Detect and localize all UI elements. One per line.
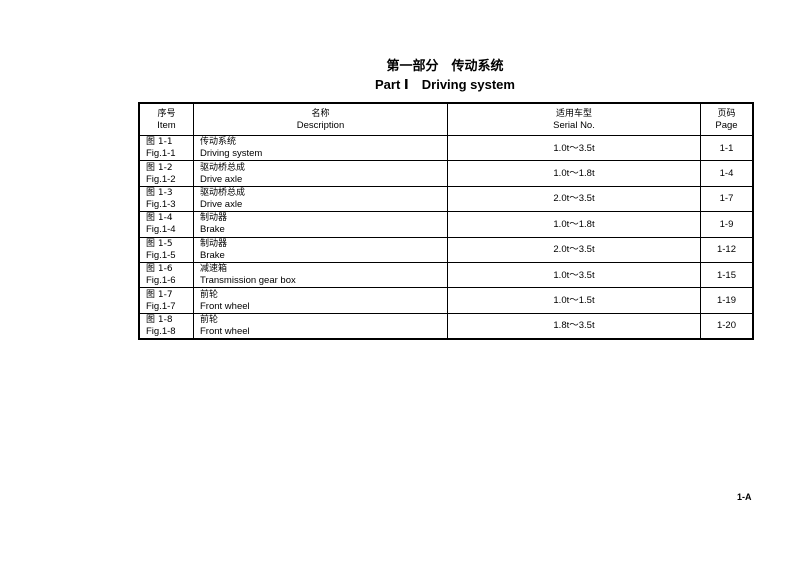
- serial-cell: 1.0t～1.8t: [447, 211, 701, 238]
- table-header-row: 序号 Item 名称 Description 适用车型 Serial No. 页码 Pa…: [138, 102, 754, 136]
- item-cell: 图 1-3 Fig.1-3: [138, 185, 194, 213]
- description-cn: 减速箱: [200, 264, 228, 275]
- header-serial-cn: 适用车型: [555, 108, 592, 119]
- item-cell: 图 1-7 Fig.1-7: [138, 287, 194, 314]
- header-page-en: Page: [715, 119, 738, 131]
- page-cell[interactable]: 1-4: [700, 160, 754, 187]
- serial-cell: 1.0t～1.8t: [447, 160, 701, 187]
- serial-cell: 1.0t～3.5t: [447, 134, 701, 162]
- item-cn: 图 1-7: [146, 289, 173, 300]
- description-en: Brake: [200, 249, 225, 261]
- serial-cell: 2.0t～3.5t: [447, 185, 701, 213]
- description-cell: 制动器 Brake: [193, 236, 448, 263]
- description-cn: 驱动桥总成: [200, 162, 246, 173]
- item-en: Fig.1-6: [146, 275, 176, 287]
- item-cn: 图 1-6: [146, 264, 173, 275]
- header-serial: 适用车型 Serial No.: [447, 102, 701, 136]
- description-cell: 制动器 Brake: [193, 211, 448, 238]
- item-cn: 图 1-4: [146, 213, 173, 224]
- description-en: Driving system: [200, 148, 263, 160]
- header-description-en: Description: [296, 119, 345, 131]
- item-en: Fig.1-3: [146, 198, 176, 210]
- item-cell: 图 1-1 Fig.1-1: [138, 134, 194, 162]
- description-cell: 前轮 Front wheel: [193, 312, 448, 340]
- serial-cell: 1.0t～1.5t: [447, 287, 701, 314]
- item-cell: 图 1-5 Fig.1-5: [138, 236, 194, 263]
- description-cell: 驱动桥总成 Drive axle: [193, 185, 448, 213]
- description-en: Drive axle: [200, 173, 243, 185]
- description-en: Brake: [200, 224, 225, 236]
- description-cell: 前轮 Front wheel: [193, 287, 448, 314]
- table-row: 图 1-2 Fig.1-2 驱动桥总成 Drive axle 1.0t～1.8t 1-4: [138, 160, 754, 187]
- header-item: 序号 Item: [138, 102, 194, 136]
- page-cell[interactable]: 1-9: [700, 211, 754, 238]
- serial-cell: 1.0t～3.5t: [447, 261, 701, 289]
- description-cell: 传动系统 Driving system: [193, 134, 448, 162]
- table-row: 图 1-1 Fig.1-1 传动系统 Driving system 1.0t～3.5t 1…: [138, 134, 754, 162]
- table-row: 图 1-5 Fig.1-5 制动器 Brake 2.0t～3.5t 1-12: [138, 236, 754, 263]
- item-cn: 图 1-5: [146, 238, 173, 249]
- header-description-cn: 名称: [311, 108, 330, 119]
- page-cell[interactable]: 1-15: [700, 261, 754, 289]
- description-en: Drive axle: [200, 198, 243, 210]
- table-row: 图 1-8 Fig.1-8 前轮 Front wheel 1.8t～3.5t 1-20: [138, 312, 754, 340]
- item-cn: 图 1-8: [146, 314, 173, 325]
- item-en: Fig.1-4: [146, 224, 176, 236]
- table-row: 图 1-6 Fig.1-6 减速箱 Transmission gear box 1.0t…: [138, 261, 754, 289]
- item-cell: 图 1-4 Fig.1-4: [138, 211, 194, 238]
- item-en: Fig.1-1: [146, 148, 176, 160]
- item-en: Fig.1-8: [146, 325, 176, 337]
- item-cn: 图 1-2: [146, 162, 173, 173]
- description-cn: 前轮: [200, 289, 219, 300]
- header-item-cn: 序号: [157, 108, 176, 119]
- item-en: Fig.1-5: [146, 249, 176, 261]
- table-row: 图 1-3 Fig.1-3 驱动桥总成 Drive axle 2.0t～3.5t 1-7: [138, 185, 754, 213]
- item-cell: 图 1-8 Fig.1-8: [138, 312, 194, 340]
- description-en: Front wheel: [200, 300, 250, 312]
- item-cell: 图 1-2 Fig.1-2: [138, 160, 194, 187]
- description-cn: 制动器: [200, 213, 228, 224]
- item-cell: 图 1-6 Fig.1-6: [138, 261, 194, 289]
- description-cell: 驱动桥总成 Drive axle: [193, 160, 448, 187]
- description-cn: 前轮: [200, 314, 219, 325]
- header-page-cn: 页码: [717, 108, 736, 119]
- description-en: Front wheel: [200, 325, 250, 337]
- page-cell[interactable]: 1-20: [700, 312, 754, 340]
- page-cell[interactable]: 1-1: [700, 134, 754, 162]
- description-cn: 制动器: [200, 238, 228, 249]
- section-title-chinese: 第一部分 传动系统: [386, 59, 504, 74]
- description-cn: 传动系统: [200, 137, 237, 148]
- description-cn: 驱动桥总成: [200, 187, 246, 198]
- description-cell: 减速箱 Transmission gear box: [193, 261, 448, 289]
- serial-cell: 1.8t～3.5t: [447, 312, 701, 340]
- page-cell[interactable]: 1-19: [700, 287, 754, 314]
- header-description: 名称 Description: [193, 102, 448, 136]
- header-item-en: Item: [157, 119, 176, 131]
- header-serial-en: Serial No.: [553, 119, 595, 131]
- contents-table: 序号 Item 名称 Description 适用车型 Serial No. 页码 Pa…: [138, 102, 754, 341]
- section-title-english: Part Ⅰ Driving system: [375, 77, 515, 92]
- item-en: Fig.1-2: [146, 173, 176, 185]
- table-row: 图 1-7 Fig.1-7 前轮 Front wheel 1.0t～1.5t 1-19: [138, 287, 754, 314]
- table-row: 图 1-4 Fig.1-4 制动器 Brake 1.0t～1.8t 1-9: [138, 211, 754, 238]
- serial-cell: 2.0t～3.5t: [447, 236, 701, 263]
- page-number: 1-A: [737, 492, 752, 502]
- header-page: 页码 Page: [700, 102, 754, 136]
- item-en: Fig.1-7: [146, 300, 176, 312]
- description-en: Transmission gear box: [200, 275, 296, 287]
- page-cell[interactable]: 1-7: [700, 185, 754, 213]
- item-cn: 图 1-3: [146, 187, 173, 198]
- item-cn: 图 1-1: [146, 137, 173, 148]
- page-cell[interactable]: 1-12: [700, 236, 754, 263]
